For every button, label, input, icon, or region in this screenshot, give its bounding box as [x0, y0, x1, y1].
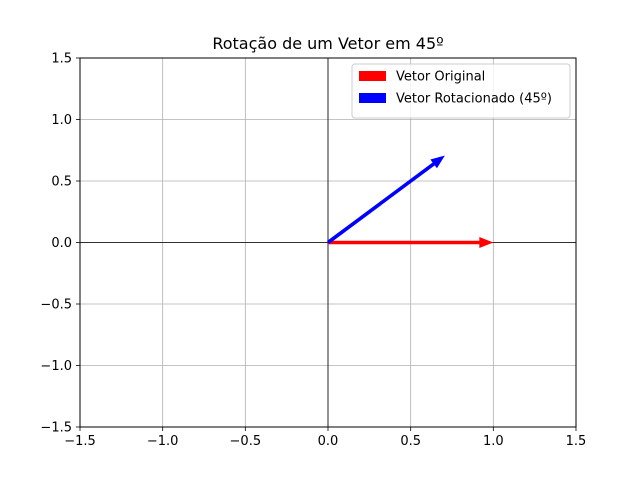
- y-tick-label: 1.0: [51, 113, 72, 128]
- x-tick-label: 1.5: [566, 434, 587, 449]
- chart-title: Rotação de um Vetor em 45º: [212, 34, 443, 53]
- y-tick-label: −1.5: [40, 421, 72, 436]
- vector-arrow-original: [328, 237, 494, 248]
- x-axis-ticks: −1.5 −1.0 −0.5 0.0 0.5 1.0 1.5: [64, 427, 586, 449]
- x-tick-label: −0.5: [230, 434, 262, 449]
- legend-box: [351, 63, 571, 119]
- y-tick-label: −1.0: [40, 359, 72, 374]
- y-tick-label: −0.5: [40, 298, 72, 313]
- legend-label: Vetor Original: [396, 70, 485, 85]
- legend: Vetor Original Vetor Rotacionado (45º): [351, 63, 571, 119]
- x-tick-label: 0.5: [400, 434, 421, 449]
- y-axis-ticks: −1.5 −1.0 −0.5 0.0 0.5 1.0 1.5: [40, 52, 80, 436]
- legend-label: Vetor Rotacionado (45º): [396, 92, 552, 107]
- x-tick-label: −1.5: [64, 434, 96, 449]
- legend-swatch: [359, 71, 386, 81]
- vector-arrow-rotated: [326, 155, 445, 244]
- legend-swatch: [359, 93, 386, 103]
- x-tick-label: 0.0: [318, 434, 339, 449]
- y-tick-label: 0.5: [51, 175, 72, 190]
- y-tick-label: 0.0: [51, 236, 72, 251]
- vectors: [326, 155, 494, 248]
- x-tick-label: −1.0: [147, 434, 179, 449]
- y-tick-label: 1.5: [51, 52, 72, 67]
- x-tick-label: 1.0: [483, 434, 504, 449]
